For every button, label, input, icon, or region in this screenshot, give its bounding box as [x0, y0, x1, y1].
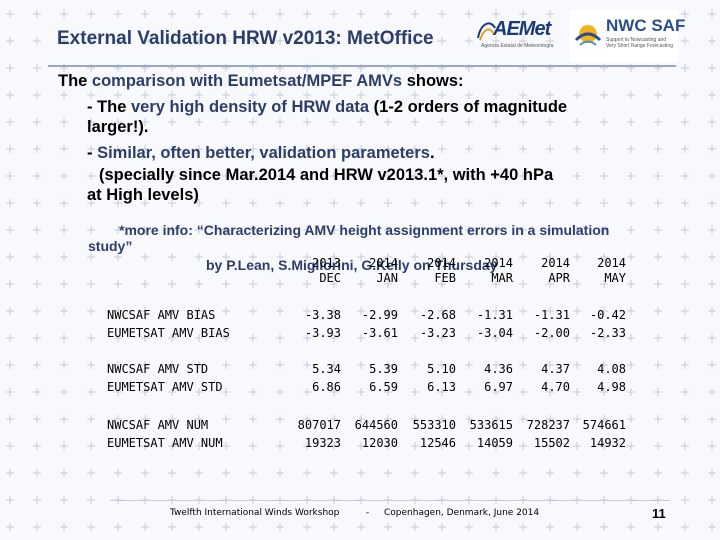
bullet-validation-line: - Similar, often better, validation para… [87, 144, 435, 163]
table-row-label: NWCSAF AMV STD [107, 362, 209, 376]
table-cell: -1.31 [476, 308, 513, 322]
table-cell: 4.70 [541, 380, 570, 394]
aemet-logo-subtitle: Agencia Estatal de Meteorología [481, 43, 554, 49]
table-cell: 6.13 [427, 380, 456, 394]
column-month: FEB [434, 271, 456, 285]
table-cell: -1.31 [533, 308, 570, 322]
footer-separator: - [366, 508, 370, 518]
nwc-saf-sun-icon [574, 25, 602, 46]
table-cell: 4.37 [541, 362, 570, 376]
table-cell: 19323 [304, 436, 341, 450]
bullet-density-prefix: - The [87, 98, 131, 116]
column-year: 2014 [427, 256, 456, 270]
bullet-density-suffix: (1-2 orders of magnitude [369, 98, 568, 116]
table-cell: 5.39 [369, 362, 398, 376]
table-row-label: EUMETSAT AMV STD [107, 380, 223, 394]
table-cell: 12546 [419, 436, 456, 450]
table-cell: -3.38 [304, 308, 341, 322]
more-info-note: *more info: “Characterizing AMV height a… [119, 222, 610, 238]
table-cell: -2.68 [419, 308, 456, 322]
footer-workshop: Twelfth International Winds Workshop [170, 508, 340, 518]
intro-line: The comparison with Eumetsat/MPEF AMVs s… [58, 72, 464, 91]
table-cell: -2.99 [361, 308, 398, 322]
aemet-logo-text: AEMet [493, 18, 551, 40]
more-info-presenters: by P.Lean, S.Migliorini, G.Kelly on Thur… [206, 257, 498, 273]
table-cell: 4.98 [597, 380, 626, 394]
intro-text-a: The [58, 72, 92, 90]
nwc-saf-logo: NWC SAF Support to Nowcasting and Very S… [570, 10, 685, 62]
table-cell: 4.36 [484, 362, 513, 376]
slide-header: External Validation HRW v2013: MetOffice… [0, 0, 720, 70]
table-cell: 14932 [589, 436, 626, 450]
table-cell: 4.08 [597, 362, 626, 376]
column-header: 2013 DEC [281, 256, 341, 286]
aemet-swirl-icon [477, 22, 496, 41]
table-cell: 574661 [582, 418, 626, 432]
table-cell: -2.00 [533, 326, 570, 340]
table-cell: -3.23 [419, 326, 456, 340]
table-cell: 14059 [476, 436, 513, 450]
more-info-note-cont: study” [88, 238, 133, 254]
bullet-density-continuation: larger!). [87, 118, 149, 136]
bullet-validation-prefix: - [87, 144, 98, 162]
nwc-saf-logo-subtitle: Support to Nowcasting and Very Short Ran… [606, 37, 673, 49]
table-cell: -3.93 [304, 326, 341, 340]
bullet-validation-detail-end: at High levels) [87, 186, 199, 204]
table-row-label: EUMETSAT AMV BIAS [107, 326, 230, 340]
column-month: MAR [491, 271, 513, 285]
footer-divider [110, 500, 670, 501]
bullet-density-line: - The very high density of HRW data (1-2… [87, 98, 567, 117]
column-header: 2014 MAR [453, 256, 513, 286]
column-month: JAN [376, 271, 398, 285]
column-header: 2014 FEB [396, 256, 456, 286]
aemet-logo: AEMet Agencia Estatal de Meteorología [475, 16, 565, 52]
table-cell: -3.61 [361, 326, 398, 340]
column-header: 2014 APR [510, 256, 570, 286]
bullet-validation-suffix: . [429, 144, 435, 162]
column-year: 2013 [312, 256, 341, 270]
bullet-validation-detail: (specially since Mar.2014 and HRW v2013.… [99, 166, 554, 184]
table-row-label: NWCSAF AMV BIAS [107, 308, 216, 322]
table-cell: 12030 [361, 436, 398, 450]
header-divider [48, 65, 676, 67]
table-cell: 15502 [533, 436, 570, 450]
table-row-label: EUMETSAT AMV NUM [107, 436, 223, 450]
footer-location-date: Copenhagen, Denmark, June 2014 [384, 508, 540, 518]
table-cell: 5.34 [312, 362, 341, 376]
column-month: APR [548, 271, 570, 285]
table-cell: 6.97 [484, 380, 513, 394]
bullet-validation-highlight: Similar, often better, validation parame… [97, 144, 430, 162]
table-cell: -3.04 [476, 326, 513, 340]
column-month: MAY [604, 271, 626, 285]
intro-text-c: shows: [402, 72, 464, 90]
table-cell: 553310 [412, 418, 456, 432]
table-cell: 6.59 [369, 380, 398, 394]
intro-highlight: comparison with Eumetsat/MPEF AMVs [91, 72, 403, 90]
table-cell: -2.33 [589, 326, 626, 340]
column-year: 2014 [597, 256, 626, 270]
column-year: 2014 [484, 256, 513, 270]
table-cell: 533615 [469, 418, 513, 432]
column-header: 2014 MAY [566, 256, 626, 286]
bullet-density-highlight: very high density of HRW data [131, 98, 370, 116]
nwc-saf-logo-text: NWC SAF [606, 16, 686, 35]
table-cell: 807017 [297, 418, 341, 432]
table-cell: 644560 [354, 418, 398, 432]
column-year: 2014 [541, 256, 570, 270]
column-header: 2014 JAN [338, 256, 398, 286]
page-number: 11 [652, 506, 666, 521]
table-cell: 5.10 [427, 362, 456, 376]
table-cell: 728237 [526, 418, 570, 432]
column-month: DEC [319, 271, 341, 285]
column-year: 2014 [369, 256, 398, 270]
table-row-label: NWCSAF AMV NUM [107, 418, 209, 432]
table-cell: -0.42 [589, 308, 626, 322]
slide-title: External Validation HRW v2013: MetOffice [57, 28, 434, 49]
table-cell: 6.86 [312, 380, 341, 394]
